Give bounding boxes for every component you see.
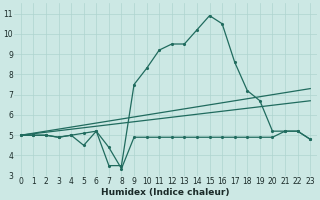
X-axis label: Humidex (Indice chaleur): Humidex (Indice chaleur) [101, 188, 230, 197]
